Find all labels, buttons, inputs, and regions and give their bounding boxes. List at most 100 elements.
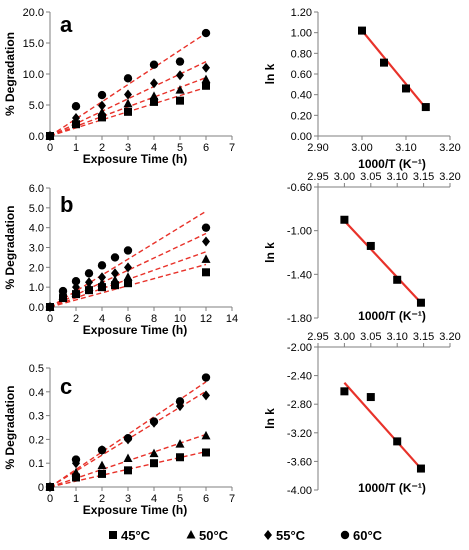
data-point-50°C: [97, 107, 107, 116]
y-tick-label: 6.0: [29, 183, 44, 195]
data-point-45°C: [176, 96, 184, 105]
y-axis-title: % Degradation: [3, 385, 17, 469]
data-point-50°C: [123, 453, 133, 462]
x-tick-label: 3.00: [334, 331, 355, 343]
data-point-45°C: [124, 466, 132, 475]
data-point-50°C: [110, 275, 120, 284]
regression-line: [361, 29, 427, 109]
data-point-50°C: [97, 278, 107, 287]
x-tick-label: 10: [174, 313, 186, 325]
data-point-45°C: [202, 268, 210, 277]
x-tick-label: 3.10: [386, 331, 407, 343]
panel-label: c: [60, 374, 72, 399]
data-point-55°C: [124, 262, 132, 273]
x-axis-title: Exposure Time (h): [83, 152, 187, 166]
data-point-lnk: [402, 84, 410, 93]
data-point-50°C: [175, 85, 185, 94]
x-tick-label: 0: [47, 313, 53, 325]
data-point-lnk: [393, 437, 402, 446]
data-point-60°C: [149, 60, 159, 69]
data-point-45°C: [202, 448, 210, 457]
data-point-60°C: [123, 434, 133, 443]
data-point-lnk: [421, 103, 430, 112]
y-tick-label: -1.80: [287, 313, 312, 325]
y-tick-label: 1.0: [29, 282, 44, 294]
data-point-45°C: [98, 469, 106, 478]
x-tick-label: 3: [125, 493, 131, 505]
panel-b: 0.0 1.0 2.0 3.0 4.0 5.0 6.0 0 2 4 6 8 10 12 14 % Degrad…: [3, 183, 238, 337]
x-tick-label: 0: [47, 142, 53, 154]
fit-line-60°C: [49, 32, 207, 137]
data-point-55°C: [202, 236, 210, 247]
panel-c: 0 0.1 0.2 0.3 0.4 0.5 0 1 2 3 4 5 6 7 % Degradation Exp…: [3, 363, 235, 517]
y-tick-label: 5.0: [29, 100, 44, 112]
x-axis-title: 1000/T (K⁻¹): [358, 481, 426, 495]
y-tick-label: 1.20: [291, 7, 312, 19]
data-point-60°C: [123, 74, 133, 83]
y-tick-label: -2.80: [287, 399, 312, 411]
data-point-50°C: [201, 430, 211, 440]
x-tick-label: 3.20: [439, 142, 460, 154]
data-point-55°C: [202, 390, 210, 401]
x-tick-label: 4: [151, 142, 157, 154]
data-point-60°C: [58, 286, 68, 296]
legend-marker-diamond: [264, 530, 272, 540]
x-axis-title: 1000/T (K⁻¹): [358, 157, 426, 171]
data-point-45°C: [98, 113, 106, 122]
y-tick-label: 0.00: [291, 131, 312, 143]
regression-line: [343, 382, 422, 470]
data-point-lnk: [340, 215, 349, 224]
x-tick-label: 3.10: [386, 171, 407, 183]
x-tick-label: 3.20: [439, 171, 460, 183]
y-tick-label: -2.40: [287, 371, 312, 383]
data-point-55°C: [150, 78, 158, 89]
y-tick-label: -3.20: [287, 428, 312, 440]
y-tick-label: 0.5: [29, 363, 44, 375]
data-point-55°C: [124, 89, 132, 100]
panel-label: a: [60, 12, 73, 37]
y-axis-title: ln k: [263, 242, 277, 263]
regression-line: [343, 220, 422, 304]
x-tick-label: 2.90: [307, 142, 328, 154]
x-tick-label: 3.15: [413, 171, 434, 183]
y-tick-label: 3.0: [29, 243, 44, 255]
data-point-45°C: [176, 453, 184, 462]
data-point-lnk: [393, 275, 402, 284]
x-tick-label: 3.20: [439, 331, 460, 343]
data-point-45°C: [202, 81, 210, 90]
data-point-60°C: [201, 28, 211, 38]
y-tick-label: 0.1: [29, 458, 44, 470]
data-point-55°C: [98, 100, 106, 111]
data-point-60°C: [97, 90, 107, 100]
data-point-55°C: [85, 277, 93, 288]
data-point-60°C: [123, 246, 133, 255]
data-point-60°C: [201, 223, 211, 232]
data-point-lnk: [416, 464, 425, 473]
legend-marker-square: [109, 531, 117, 539]
x-tick-label: 5: [177, 493, 183, 505]
data-point-50°C: [97, 460, 107, 470]
x-tick-label: 2: [99, 493, 105, 505]
y-tick-label: 4.0: [29, 223, 44, 235]
data-point-lnk: [380, 58, 388, 67]
data-point-55°C: [98, 272, 106, 283]
data-point-60°C: [175, 397, 185, 406]
legend-marker-circle: [340, 530, 350, 540]
y-axis-title: ln k: [263, 63, 277, 84]
data-point-50°C: [71, 467, 81, 477]
y-tick-label: 0.20: [291, 110, 312, 122]
x-tick-label: 6: [203, 142, 209, 154]
y-axis-title: % Degradation: [3, 32, 17, 116]
data-point-50°C: [123, 98, 133, 108]
x-tick-label: 1: [73, 142, 79, 154]
panel-label: b: [60, 192, 73, 217]
x-tick-label: 0: [47, 493, 53, 505]
data-point-60°C: [97, 445, 107, 455]
y-tick-label: 0.2: [29, 434, 44, 446]
data-point-45°C: [111, 281, 119, 290]
y-tick-label: 0: [38, 482, 44, 494]
x-tick-label: 1: [73, 493, 79, 505]
data-point-lnk: [358, 26, 366, 35]
data-point-45°C: [150, 459, 158, 468]
data-point-50°C: [201, 254, 211, 263]
